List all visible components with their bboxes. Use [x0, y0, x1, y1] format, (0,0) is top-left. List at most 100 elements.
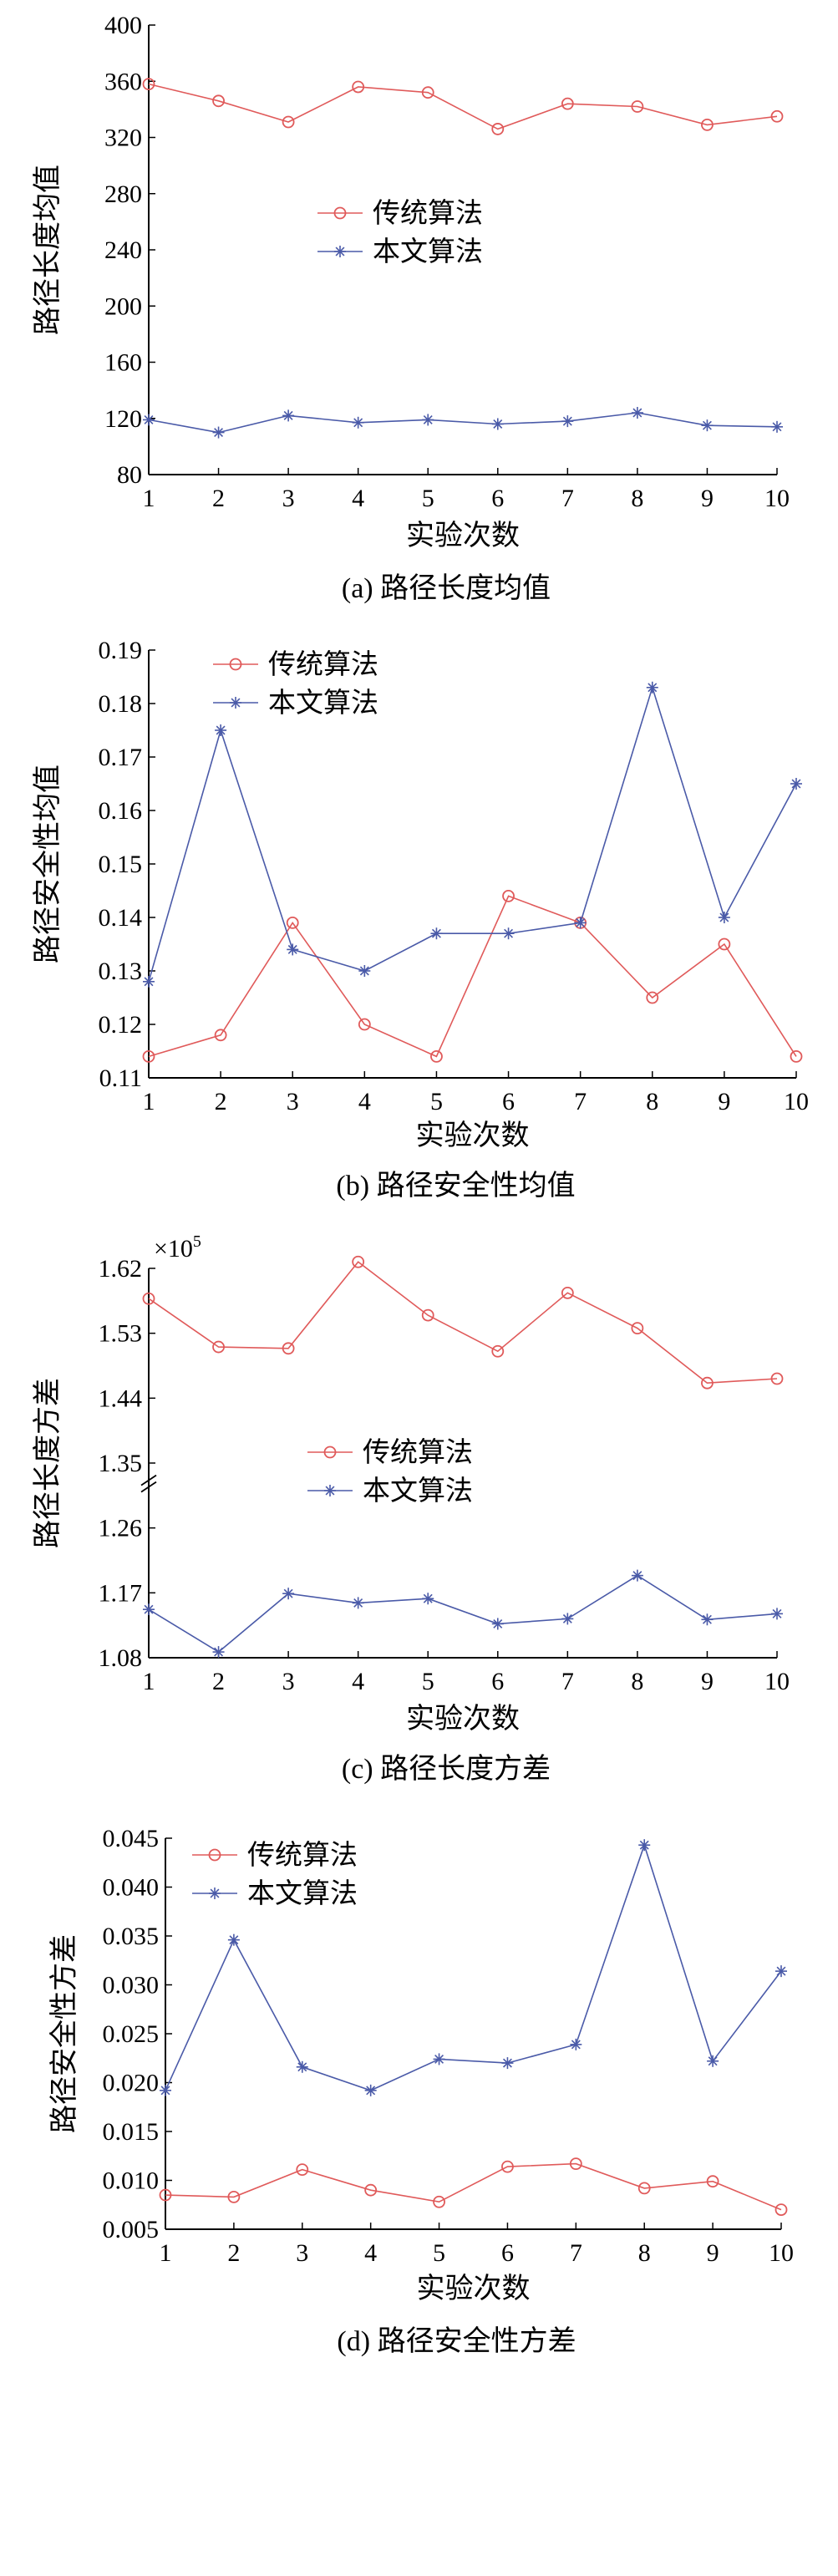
- series-line-proposed: [165, 1842, 782, 2091]
- data-point-traditional: [296, 2163, 309, 2177]
- data-point-proposed: [491, 1618, 504, 1630]
- x-tick-label: 5: [422, 485, 434, 512]
- data-point-proposed: [215, 724, 227, 736]
- data-point-proposed: [701, 1613, 714, 1626]
- data-point-proposed: [561, 415, 574, 428]
- data-point-traditional: [770, 109, 784, 123]
- data-point-traditional: [631, 100, 644, 113]
- x-tick-label: 9: [707, 2239, 719, 2267]
- data-point-traditional: [790, 1050, 803, 1063]
- y-tick-label: 0.010: [103, 2167, 160, 2195]
- y-tick-label: 0.15: [99, 851, 143, 878]
- x-tick-label: 8: [631, 485, 643, 512]
- x-tick-label: 4: [358, 1088, 371, 1115]
- x-tick-label: 10: [764, 485, 790, 512]
- x-tick-label: 9: [718, 1088, 730, 1115]
- legend-label: 本文算法: [373, 236, 483, 267]
- y-tick-label: 1.08: [99, 1644, 143, 1672]
- data-point-traditional: [286, 917, 299, 929]
- data-point-traditional: [212, 94, 225, 108]
- legend-label: 本文算法: [363, 1476, 473, 1506]
- y-tick-label: 1.62: [99, 1255, 143, 1283]
- y-tick-label: 0.11: [99, 1064, 142, 1092]
- data-point-traditional: [561, 1286, 574, 1299]
- data-point-traditional: [142, 78, 155, 91]
- data-point-traditional: [502, 890, 515, 902]
- x-tick-label: 10: [784, 1088, 809, 1115]
- y-axis-label: 路径安全性均值: [32, 765, 63, 963]
- y-tick-label: 0.16: [99, 797, 143, 825]
- x-tick-label: 6: [502, 1088, 515, 1115]
- data-point-proposed: [212, 426, 225, 439]
- x-tick-label: 1: [160, 2239, 172, 2267]
- data-point-proposed: [358, 965, 371, 977]
- data-point-proposed: [282, 409, 295, 422]
- y-tick-label: 1.17: [99, 1579, 143, 1607]
- data-point-traditional: [501, 2160, 514, 2173]
- data-point-traditional: [631, 1322, 644, 1335]
- x-tick-label: 6: [501, 2239, 514, 2267]
- x-axis-label: 实验次数: [417, 2273, 531, 2304]
- data-point-proposed: [422, 414, 434, 426]
- x-tick-label: 3: [296, 2239, 308, 2267]
- y-tick-label: 400: [104, 12, 142, 39]
- data-point-traditional: [706, 2175, 719, 2188]
- data-point-proposed: [212, 1646, 225, 1659]
- data-point-proposed: [790, 778, 802, 790]
- data-point-proposed: [433, 2053, 445, 2065]
- panel-caption: (d) 路径安全性方差: [337, 2325, 576, 2357]
- y-tick-label: 320: [104, 124, 142, 152]
- y-tick-label: 0.020: [103, 2070, 160, 2097]
- x-axis-label: 实验次数: [406, 520, 520, 551]
- y-tick-label: 80: [117, 461, 142, 489]
- data-point-traditional: [421, 1308, 434, 1322]
- x-tick-label: 5: [433, 2239, 445, 2267]
- data-point-traditional: [364, 2183, 378, 2197]
- series-line-traditional: [148, 83, 778, 130]
- data-point-traditional: [352, 80, 365, 94]
- data-point-traditional: [770, 1372, 784, 1385]
- x-tick-label: 2: [212, 485, 225, 512]
- series-line-proposed: [148, 412, 778, 434]
- x-tick-label: 2: [227, 2239, 240, 2267]
- data-point-traditional: [491, 123, 505, 135]
- x-tick-label: 3: [287, 1088, 299, 1115]
- chart-panel-c: 1.08 1.17 1.26 1.35 1.44 1.53 1.62 1 2 3 4 5 6 7 8 9 10 ×…: [32, 1232, 790, 1785]
- x-tick-label: 5: [430, 1088, 443, 1115]
- data-point-proposed: [430, 927, 443, 940]
- x-tick-label: 7: [574, 1088, 587, 1115]
- x-tick-label: 8: [646, 1088, 658, 1115]
- x-tick-label: 9: [701, 485, 714, 512]
- series-line-traditional: [165, 2162, 782, 2211]
- y-tick-label: 240: [104, 236, 142, 264]
- data-point-traditional: [701, 1376, 714, 1390]
- data-point-proposed: [638, 1839, 651, 1852]
- y-tick-label: 0.035: [103, 1923, 160, 1950]
- data-point-proposed: [143, 414, 155, 426]
- y-exponent-label: ×105: [154, 1232, 201, 1263]
- data-point-proposed: [422, 1593, 434, 1605]
- y-tick-label: 0.17: [99, 744, 143, 771]
- data-point-proposed: [501, 2057, 514, 2070]
- legend-marker: [334, 246, 346, 257]
- y-tick-label: 200: [104, 292, 142, 320]
- legend-marker: [333, 206, 347, 220]
- x-tick-label: 10: [769, 2239, 794, 2267]
- x-tick-label: 1: [143, 1088, 155, 1115]
- y-tick-label: 0.12: [99, 1011, 143, 1039]
- data-point-traditional: [358, 1018, 371, 1031]
- legend-label: 传统算法: [268, 649, 378, 680]
- x-tick-label: 1: [143, 485, 155, 512]
- data-point-proposed: [502, 927, 515, 940]
- legend-marker: [229, 658, 242, 671]
- data-point-proposed: [352, 416, 364, 429]
- y-tick-label: 0.19: [99, 637, 143, 664]
- series-line-proposed: [148, 685, 797, 983]
- x-tick-label: 4: [352, 1668, 364, 1695]
- x-tick-label: 3: [282, 1668, 295, 1695]
- legend-label: 传统算法: [247, 1840, 358, 1871]
- x-tick-label: 5: [422, 1668, 434, 1695]
